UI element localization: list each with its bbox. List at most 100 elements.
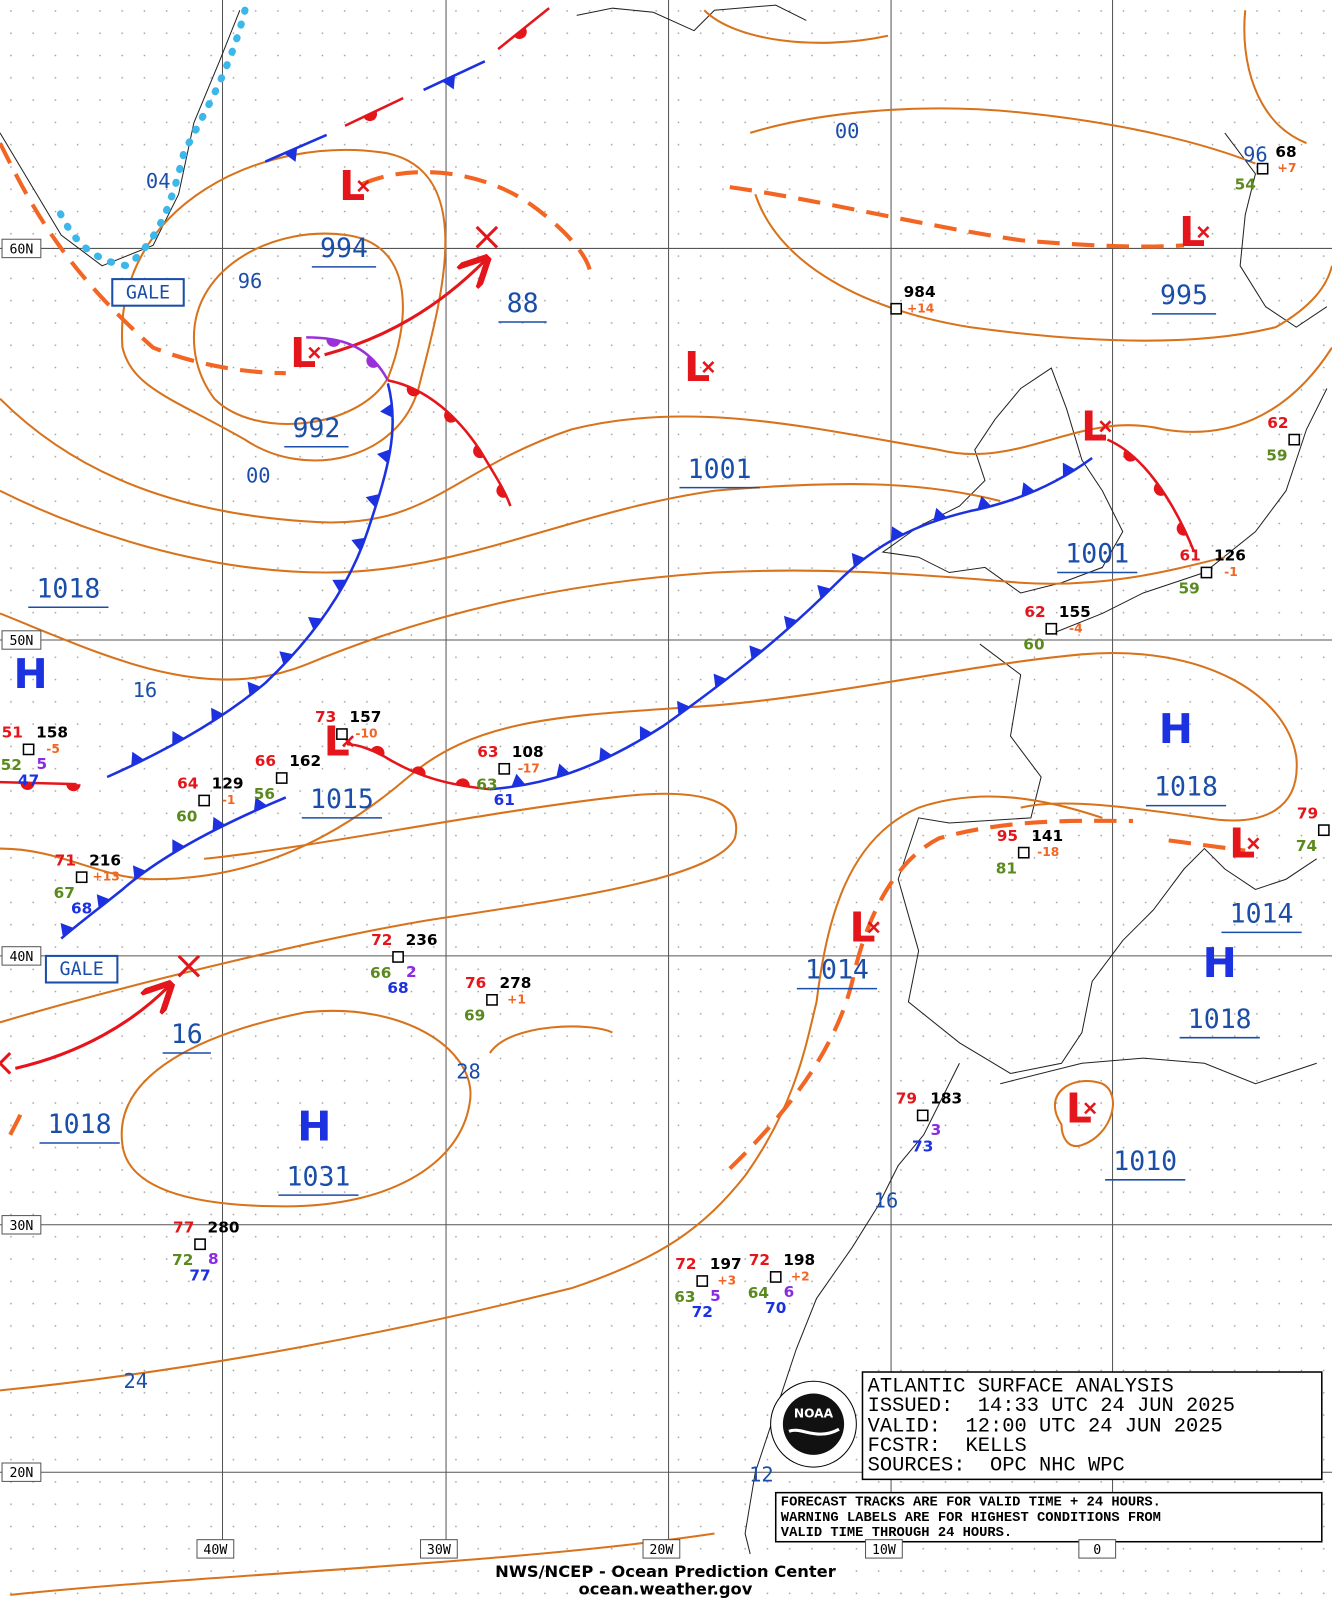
front-symbol	[326, 338, 341, 347]
front-symbol	[211, 707, 224, 722]
isobar-label: 12	[749, 1462, 774, 1486]
station-dewpoint: 74	[1296, 837, 1317, 855]
station-tendency: +2	[791, 1269, 810, 1283]
station-temp: 77	[173, 1218, 194, 1236]
pressure-label: 1001	[688, 454, 752, 485]
station-temp: 79	[1297, 804, 1318, 822]
station-pressure: 162	[289, 752, 321, 770]
station	[1045, 622, 1058, 635]
front-symbol	[247, 681, 261, 696]
lat-label: 50N	[9, 634, 33, 649]
station-pressure: 68	[1275, 143, 1296, 161]
front-symbol	[351, 537, 366, 552]
front-symbol	[253, 797, 268, 812]
lat-label-box	[1, 630, 42, 650]
pressure-label: 992	[292, 413, 340, 444]
station-pressure: 278	[499, 974, 531, 992]
station-pressure: 155	[1059, 603, 1091, 621]
lon-label-box	[196, 1539, 235, 1559]
front-symbol	[1062, 462, 1076, 477]
note: FORECAST TRACKS ARE FOR VALID TIME + 24 …	[781, 1495, 1161, 1510]
low-x	[702, 361, 715, 374]
front-symbol	[279, 651, 294, 665]
front-symbol	[713, 673, 727, 688]
front-symbol	[172, 730, 185, 746]
front-symbol	[284, 147, 298, 162]
front-symbol	[253, 797, 268, 812]
front-symbol	[1176, 522, 1187, 536]
front-symbol	[20, 782, 35, 790]
footer-agency: NWS/NCEP - Ocean Prediction Center	[495, 1562, 836, 1581]
front-symbol	[332, 579, 347, 593]
isobar-label: 04	[146, 169, 171, 193]
front-symbol	[247, 681, 261, 696]
lat-label: 60N	[9, 242, 33, 257]
front-symbol	[977, 495, 992, 510]
station-wave: 5	[37, 755, 48, 773]
front-symbol	[172, 730, 185, 746]
station-wave: 5	[710, 1287, 721, 1305]
front-symbol	[370, 745, 385, 757]
lon-label-box	[642, 1539, 681, 1559]
front-symbol	[212, 816, 226, 832]
front-symbol	[891, 526, 905, 541]
station-sst: 72	[692, 1303, 713, 1321]
isobar-label: 16	[874, 1188, 899, 1212]
station-pressure: 126	[1214, 547, 1246, 565]
front-symbol	[66, 783, 81, 792]
station-pressure: 158	[36, 724, 68, 742]
pressure-label: 1015	[310, 784, 374, 815]
front-symbol	[365, 493, 380, 508]
front-symbol	[783, 615, 798, 630]
front-symbol	[60, 923, 74, 938]
lat-label-box	[1, 1215, 42, 1235]
station-pressure: 183	[930, 1090, 962, 1108]
front-symbol	[66, 783, 81, 792]
lat-label-box	[1, 238, 42, 259]
station-temp: 72	[675, 1255, 696, 1273]
station-pressure: 984	[904, 283, 936, 301]
station-wave: 8	[208, 1250, 219, 1268]
station-temp: 66	[255, 752, 276, 770]
front-symbol	[511, 773, 526, 787]
info-title: ATLANTIC SURFACE ANALYSIS	[868, 1376, 1174, 1399]
front-symbol	[455, 778, 470, 787]
pressure-label: 1018	[48, 1109, 112, 1140]
pressure-label: 1014	[805, 955, 869, 986]
station	[916, 1109, 929, 1122]
front-symbol	[891, 526, 905, 541]
lon-label: 0	[1093, 1543, 1101, 1558]
front-symbol	[132, 865, 146, 880]
station	[486, 993, 498, 1006]
station	[75, 871, 88, 884]
station-wave: 6	[784, 1283, 795, 1301]
pressure-label: 1001	[1065, 539, 1129, 570]
front-symbol	[363, 110, 377, 122]
pressure-label: 1018	[36, 573, 100, 604]
front-symbol	[212, 816, 226, 832]
lon-label: 30W	[427, 1543, 451, 1558]
info-box: ATLANTIC SURFACE ANALYSIS ISSUED: 14:33 …	[770, 1371, 1323, 1543]
station-tendency: +1	[507, 992, 526, 1006]
low-x	[1084, 1102, 1097, 1115]
station	[1317, 824, 1330, 837]
pressure-label: 994	[320, 233, 368, 264]
station-dewpoint: 67	[54, 884, 75, 902]
lat-label: 20N	[9, 1466, 33, 1481]
front-symbol	[406, 386, 421, 397]
front-symbol	[599, 747, 613, 762]
station	[336, 728, 348, 740]
station-sst: 68	[387, 979, 408, 997]
station-temp: 72	[371, 931, 392, 949]
station-tendency: +7	[1278, 161, 1297, 175]
lat-label: 40N	[9, 950, 33, 965]
front-symbol	[556, 763, 570, 778]
station-tendency: -5	[46, 742, 60, 756]
note: VALID TIME THROUGH 24 HOURS.	[781, 1526, 1012, 1541]
station-dewpoint: 66	[370, 964, 391, 982]
lon-label-box	[1078, 1539, 1117, 1559]
front-symbol	[406, 386, 421, 397]
front-symbol	[1123, 449, 1137, 462]
isobar-label: 00	[246, 463, 271, 487]
station	[769, 1271, 782, 1283]
